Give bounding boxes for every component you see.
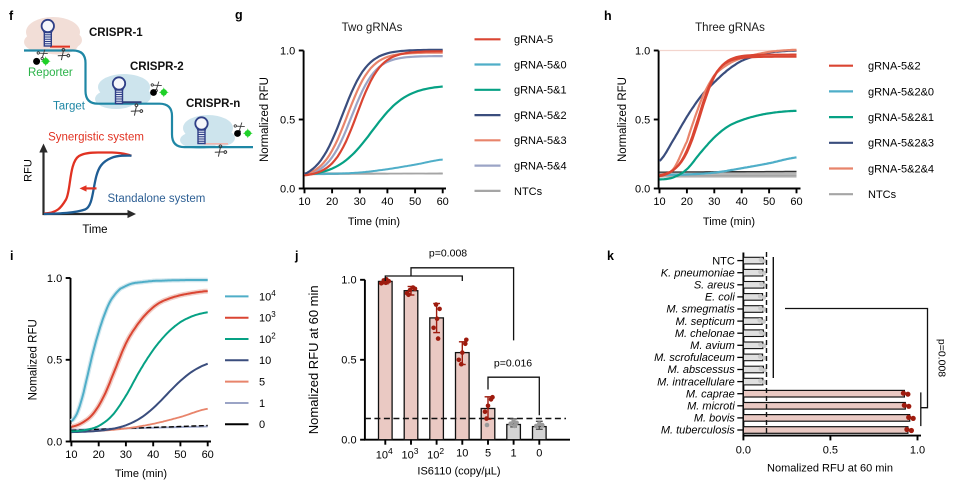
svg-text:0.5: 0.5: [280, 114, 295, 126]
svg-text:gRNA-5&2&4: gRNA-5&2&4: [868, 163, 934, 175]
svg-text:10: 10: [456, 448, 468, 460]
svg-text:0.0: 0.0: [736, 445, 751, 457]
svg-text:Reporter: Reporter: [28, 67, 73, 79]
svg-text:1.0: 1.0: [635, 45, 650, 57]
svg-text:i: i: [10, 249, 13, 263]
svg-text:S. areus: S. areus: [694, 280, 735, 292]
svg-text:CRISPR-2: CRISPR-2: [130, 61, 184, 73]
svg-text:gRNA-5&2&1: gRNA-5&2&1: [868, 112, 934, 124]
svg-text:1: 1: [259, 398, 265, 410]
svg-text:Standalone system: Standalone system: [108, 193, 206, 205]
svg-text:Nomalized RFU at 60 min: Nomalized RFU at 60 min: [306, 285, 321, 434]
svg-text:Three gRNAs: Three gRNAs: [695, 22, 765, 34]
svg-text:NTCs: NTCs: [868, 189, 897, 201]
svg-text:gRNA-5&4: gRNA-5&4: [514, 161, 567, 173]
svg-text:gRNA-5&1: gRNA-5&1: [514, 85, 567, 97]
svg-text:E. coli: E. coli: [705, 292, 736, 304]
svg-text:10: 10: [65, 449, 77, 461]
svg-text:20: 20: [326, 196, 338, 208]
svg-text:10: 10: [298, 196, 310, 208]
svg-text:M. chelonae: M. chelonae: [675, 328, 735, 340]
svg-text:M. abscessus: M. abscessus: [668, 364, 736, 376]
svg-text:60: 60: [437, 196, 449, 208]
svg-text:Synergistic system: Synergistic system: [48, 132, 144, 144]
svg-text:1.0: 1.0: [47, 273, 62, 285]
svg-text:0.0: 0.0: [635, 183, 650, 195]
svg-text:30: 30: [354, 196, 366, 208]
svg-text:M. septicum: M. septicum: [676, 316, 735, 328]
svg-text:1: 1: [511, 448, 517, 460]
svg-text:40: 40: [736, 196, 748, 208]
svg-text:5: 5: [259, 377, 265, 389]
svg-text:0.5: 0.5: [635, 114, 650, 126]
svg-text:M. avium: M. avium: [690, 340, 735, 352]
svg-text:10: 10: [653, 196, 665, 208]
svg-text:p=0.016: p=0.016: [494, 358, 532, 370]
svg-text:0.5: 0.5: [47, 355, 62, 367]
svg-text:10: 10: [259, 355, 271, 367]
svg-text:0.0: 0.0: [341, 435, 356, 447]
svg-text:Normalized RFU: Normalized RFU: [617, 77, 629, 162]
svg-text:gRNA-5&2&0: gRNA-5&2&0: [868, 86, 934, 98]
svg-text:30: 30: [120, 449, 132, 461]
svg-text:40: 40: [381, 196, 393, 208]
svg-text:RFU: RFU: [23, 159, 35, 182]
svg-text:1.0: 1.0: [341, 275, 356, 287]
svg-text:0.0: 0.0: [280, 183, 295, 195]
svg-text:j: j: [294, 249, 298, 263]
svg-text:p=0.008: p=0.008: [936, 339, 948, 377]
svg-text:Nomalized RFU at 60 min: Nomalized RFU at 60 min: [767, 463, 893, 475]
svg-text:50: 50: [174, 449, 186, 461]
svg-text:0: 0: [259, 419, 265, 431]
svg-text:Time (min): Time (min): [348, 216, 400, 228]
svg-text:Two gRNAs: Two gRNAs: [342, 22, 403, 34]
svg-text:g: g: [235, 8, 243, 22]
svg-text:CRISPR-n: CRISPR-n: [186, 98, 240, 110]
svg-text:K. pneumoniae: K. pneumoniae: [661, 267, 735, 279]
svg-text:Normalized RFU: Normalized RFU: [259, 77, 271, 162]
svg-text:40: 40: [147, 449, 159, 461]
svg-text:Time (min): Time (min): [703, 216, 755, 228]
svg-text:M. tuberculosis: M. tuberculosis: [661, 425, 735, 437]
svg-text:gRNA-5&0: gRNA-5&0: [514, 59, 567, 71]
svg-text:k: k: [607, 249, 614, 263]
svg-text:NTC: NTC: [712, 255, 735, 267]
svg-text:60: 60: [202, 449, 214, 461]
svg-text:p=0.008: p=0.008: [429, 248, 467, 260]
svg-text:gRNA-5&2: gRNA-5&2: [868, 61, 921, 73]
svg-text:50: 50: [763, 196, 775, 208]
svg-text:20: 20: [681, 196, 693, 208]
svg-text:gRNA-5: gRNA-5: [514, 34, 553, 46]
svg-text:gRNA-5&2&3: gRNA-5&2&3: [868, 138, 934, 150]
svg-text:M. intracellulare: M. intracellulare: [657, 376, 735, 388]
svg-text:Nomalized RFU: Nomalized RFU: [28, 319, 40, 400]
svg-text:M. bovis: M. bovis: [694, 413, 735, 425]
svg-text:Target: Target: [53, 101, 86, 113]
svg-text:IS6110 (copy/µL): IS6110 (copy/µL): [417, 466, 500, 478]
svg-text:30: 30: [708, 196, 720, 208]
svg-text:1.0: 1.0: [910, 445, 925, 457]
svg-text:M. scrofulaceum: M. scrofulaceum: [654, 352, 735, 364]
svg-text:0: 0: [536, 448, 542, 460]
svg-text:gRNA-5&3: gRNA-5&3: [514, 135, 567, 147]
svg-text:Time: Time: [82, 224, 107, 236]
svg-text:50: 50: [409, 196, 421, 208]
svg-text:h: h: [604, 9, 612, 23]
svg-text:M. caprae: M. caprae: [686, 388, 735, 400]
svg-text:60: 60: [790, 196, 802, 208]
svg-text:CRISPR-1: CRISPR-1: [89, 27, 143, 39]
svg-text:0.5: 0.5: [823, 445, 838, 457]
svg-text:1.0: 1.0: [280, 45, 295, 57]
svg-text:5: 5: [485, 448, 491, 460]
svg-text:NTCs: NTCs: [514, 186, 543, 198]
svg-text:20: 20: [93, 449, 105, 461]
svg-text:M. microti: M. microti: [687, 401, 735, 413]
svg-text:M. smegmatis: M. smegmatis: [666, 304, 735, 316]
svg-text:0.0: 0.0: [47, 436, 62, 448]
svg-text:gRNA-5&2: gRNA-5&2: [514, 110, 567, 122]
svg-text:f: f: [9, 9, 14, 23]
svg-text:0.5: 0.5: [341, 355, 356, 367]
svg-text:Time (min): Time (min): [115, 468, 167, 480]
